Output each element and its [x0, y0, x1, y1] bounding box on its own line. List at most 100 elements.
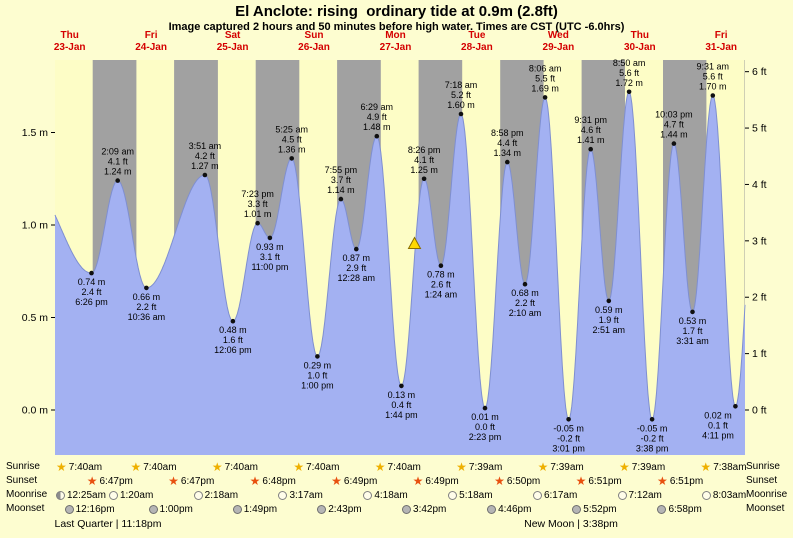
- meter-tick-label: 0.0 m: [22, 405, 49, 417]
- tide-point-label: 3:01 pm: [552, 443, 585, 453]
- tide-point-label: 5.6 ft: [619, 68, 640, 78]
- tide-point-label: 1.70 m: [699, 82, 727, 92]
- sunset-star-icon: ★: [575, 474, 587, 488]
- sunrise-star-icon: ★: [211, 460, 223, 474]
- tide-point-label: 0.13 m: [388, 390, 416, 400]
- sunrise-time: 7:39am: [468, 461, 503, 473]
- sunset-time: 6:47pm: [180, 475, 215, 487]
- tide-point-label: 2:09 am: [101, 147, 134, 157]
- sunset-star-icon: ★: [86, 474, 98, 488]
- sunset-time: 6:51pm: [669, 475, 704, 487]
- tide-point-label: 2.9 ft: [346, 263, 367, 273]
- tide-point-label: 2:51 am: [593, 325, 626, 335]
- tide-point-label: -0.05 m: [637, 423, 668, 433]
- moon-circle-light-icon: [56, 490, 65, 500]
- day-label-date: 26-Jan: [298, 42, 330, 53]
- tide-point-label: 0.59 m: [595, 305, 623, 315]
- tide-point-dot: [542, 95, 548, 100]
- sunrise-star-icon: ★: [700, 460, 712, 474]
- tide-point-label: 0.78 m: [427, 270, 455, 280]
- tide-point-label: 1.7 ft: [682, 326, 703, 336]
- tide-point-dot: [354, 246, 359, 252]
- tide-point-label: -0.05 m: [553, 423, 584, 433]
- sunset-time: 6:49pm: [425, 475, 459, 487]
- tide-point-label: 12:28 am: [338, 273, 376, 283]
- tide-point-label: 0.66 m: [133, 292, 161, 302]
- moonrise-time: 6:17am: [543, 489, 578, 501]
- astro-row-label-moonrise-right: Moonrise: [746, 489, 788, 500]
- tide-point-label: 4.6 ft: [581, 125, 602, 135]
- moon-circle-light-icon: [363, 490, 373, 500]
- tide-point-label: 11:00 pm: [251, 262, 288, 272]
- day-label-date: 31-Jan: [705, 42, 737, 53]
- moonset-time: 2:43pm: [328, 503, 362, 515]
- tide-point-label: 2:10 am: [509, 308, 542, 318]
- tide-point-label: 12:06 pm: [214, 345, 252, 355]
- sunset-star-icon: ★: [331, 474, 342, 488]
- tide-point-label: 10:36 am: [128, 312, 166, 322]
- feet-tick-label: 6 ft: [752, 66, 767, 78]
- tide-point-label: 4.5 ft: [282, 134, 303, 144]
- feet-tick-label: 2 ft: [752, 292, 767, 304]
- tide-point-label: 1.24 m: [104, 167, 132, 177]
- tide-point-dot: [421, 176, 427, 182]
- tide-point-dot: [733, 404, 738, 409]
- moonset-event: 1:00pm: [148, 503, 193, 515]
- tide-point-label: 8:06 am: [529, 63, 562, 73]
- tide-point-label: 1:24 am: [425, 290, 458, 300]
- tide-point-dot: [89, 270, 94, 276]
- moon-phase-label: Last Quarter | 11:18pm: [54, 518, 162, 530]
- tide-point-label: 0.87 m: [343, 253, 371, 263]
- tide-point-label: 8:26 pm: [408, 145, 441, 155]
- tide-point-label: 1.0 ft: [307, 370, 328, 380]
- tide-point-dot: [230, 318, 236, 324]
- tide-point-label: 1.9 ft: [599, 315, 620, 325]
- tide-point-label: 3.3 ft: [248, 199, 269, 209]
- moon-circle-gray-icon: [232, 504, 242, 514]
- moonrise-event: 5:18am: [448, 489, 493, 501]
- moonrise-time: 1:20am: [119, 489, 154, 501]
- tide-point-label: 1:44 pm: [385, 410, 418, 420]
- tide-point-label: 2.6 ft: [431, 280, 452, 290]
- sunset-event: ★ 6:51pm: [657, 475, 703, 487]
- moonrise-event: 7:12am: [617, 489, 662, 501]
- tide-point-label: -0.2 ft: [641, 433, 665, 443]
- tide-point-label: 2.2 ft: [515, 298, 536, 308]
- sunrise-star-icon: ★: [56, 460, 67, 474]
- sunrise-event: ★ 7:40am: [293, 461, 339, 473]
- tide-point-dot: [458, 111, 464, 117]
- sunrise-time: 7:38am: [713, 461, 747, 473]
- tide-point-label: 9:31 pm: [574, 115, 607, 125]
- moon-circle-light-icon: [617, 490, 627, 500]
- sunrise-time: 7:40am: [224, 461, 258, 473]
- day-label-date: 24-Jan: [135, 42, 167, 53]
- moonset-time: 6:58pm: [668, 503, 702, 515]
- tide-point-label: 4.7 ft: [664, 120, 685, 130]
- tide-point-label: 5.2 ft: [451, 90, 472, 100]
- moonset-time: 5:52pm: [583, 503, 617, 515]
- feet-tick-label: 0 ft: [752, 405, 767, 417]
- moonrise-event: 1:20am: [108, 489, 154, 501]
- sunrise-time: 7:40am: [68, 461, 103, 473]
- tide-point-label: 5:25 am: [275, 124, 308, 134]
- moonrise-time: 5:18am: [459, 489, 493, 501]
- moonset-event: 3:42pm: [402, 503, 446, 515]
- tide-chart: 0.74 m2.4 ft6:26 pm2:09 am4.1 ft1.24 m0.…: [22, 30, 767, 456]
- moonrise-time: 2:18am: [204, 489, 239, 501]
- moonset-time: 4:46pm: [498, 503, 532, 515]
- tide-point-label: 1.01 m: [244, 209, 272, 219]
- tide-point-label: 1.72 m: [615, 78, 643, 88]
- moonrise-time: 12:25am: [67, 489, 106, 501]
- sunset-star-icon: ★: [494, 474, 505, 488]
- moon-circle-light-icon: [108, 490, 118, 500]
- tide-point-label: 3:38 pm: [636, 443, 669, 453]
- astro-row-label-sunset-left: Sunset: [6, 475, 38, 486]
- tide-point-dot: [115, 178, 120, 183]
- moon-circle-light-icon: [448, 490, 458, 500]
- feet-tick-label: 4 ft: [752, 179, 767, 191]
- moonrise-time: 4:18am: [374, 489, 408, 501]
- day-label-weekday: Thu: [631, 30, 649, 41]
- day-label-date: 27-Jan: [380, 42, 412, 53]
